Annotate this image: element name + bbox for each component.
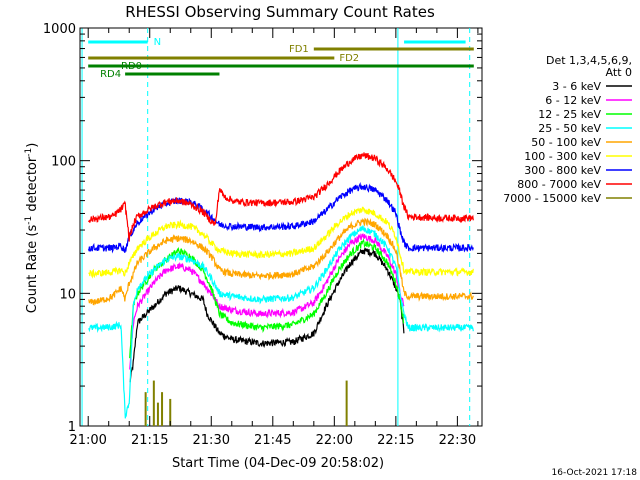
x-tick-label: 21:00 [69, 433, 106, 448]
series-line [129, 232, 405, 370]
legend-header: Att 0 [606, 66, 632, 79]
y-axis-label-mid: detector [25, 156, 40, 216]
y-axis-label: Count Rate (s-1 detector-1) [24, 143, 40, 314]
series-lines [87, 152, 474, 426]
series-line [129, 238, 405, 359]
timestamp: 16-Oct-2021 17:18 [552, 468, 638, 478]
rd0-label: RD0 [121, 61, 142, 72]
y-tick-label: 10 [59, 287, 76, 302]
y-tick-label: 1 [68, 420, 76, 435]
fd2-label: FD2 [339, 53, 359, 64]
legend-label: 25 - 50 keV [538, 122, 601, 135]
y-axis-label-sup1: -1 [24, 216, 34, 225]
y-axis-label-sup2: -1 [24, 148, 34, 157]
legend-label: 12 - 25 keV [538, 108, 601, 121]
legend-label: 7000 - 15000 keV [503, 192, 601, 205]
y-axis-label-main: Count Rate (s [25, 225, 40, 314]
y-tick-label: 1000 [43, 22, 76, 37]
rd4-label: RD4 [100, 69, 121, 80]
x-tick-label: 22:30 [439, 433, 476, 448]
legend-label: 100 - 300 keV [524, 150, 601, 163]
series-line [87, 152, 474, 242]
legend-label: 3 - 6 keV [552, 80, 601, 93]
chart-title: RHESSI Observing Summary Count Rates [125, 3, 435, 21]
series-line [88, 217, 474, 306]
legend-label: 6 - 12 keV [545, 94, 601, 107]
plot-frame [79, 27, 483, 427]
x-tick-label: 22:00 [316, 433, 353, 448]
series-line [87, 182, 474, 254]
series-line [88, 225, 474, 419]
legend-header: Det 1,3,4,5,6,9, [546, 54, 632, 67]
y-axis-label-end: ) [25, 143, 40, 148]
y-tick-label: 100 [51, 155, 76, 170]
x-tick-label: 21:15 [131, 433, 168, 448]
x-tick-label: 21:45 [254, 433, 291, 448]
fd1-label: FD1 [289, 44, 309, 55]
x-axis-label: Start Time (04-Dec-09 20:58:02) [172, 456, 384, 471]
axis-ticks: 1 10 100 1000 21:00 21:15 21:30 21:45 22:00 22:15… [43, 22, 482, 448]
series-line [129, 247, 405, 383]
n-label: N [154, 37, 161, 48]
legend-label: 50 - 100 keV [531, 136, 601, 149]
legend-label: 800 - 7000 keV [517, 178, 601, 191]
x-tick-label: 21:30 [193, 433, 230, 448]
x-tick-label: 22:15 [377, 433, 414, 448]
series-line [88, 206, 474, 279]
legend-label: 300 - 800 keV [524, 164, 601, 177]
